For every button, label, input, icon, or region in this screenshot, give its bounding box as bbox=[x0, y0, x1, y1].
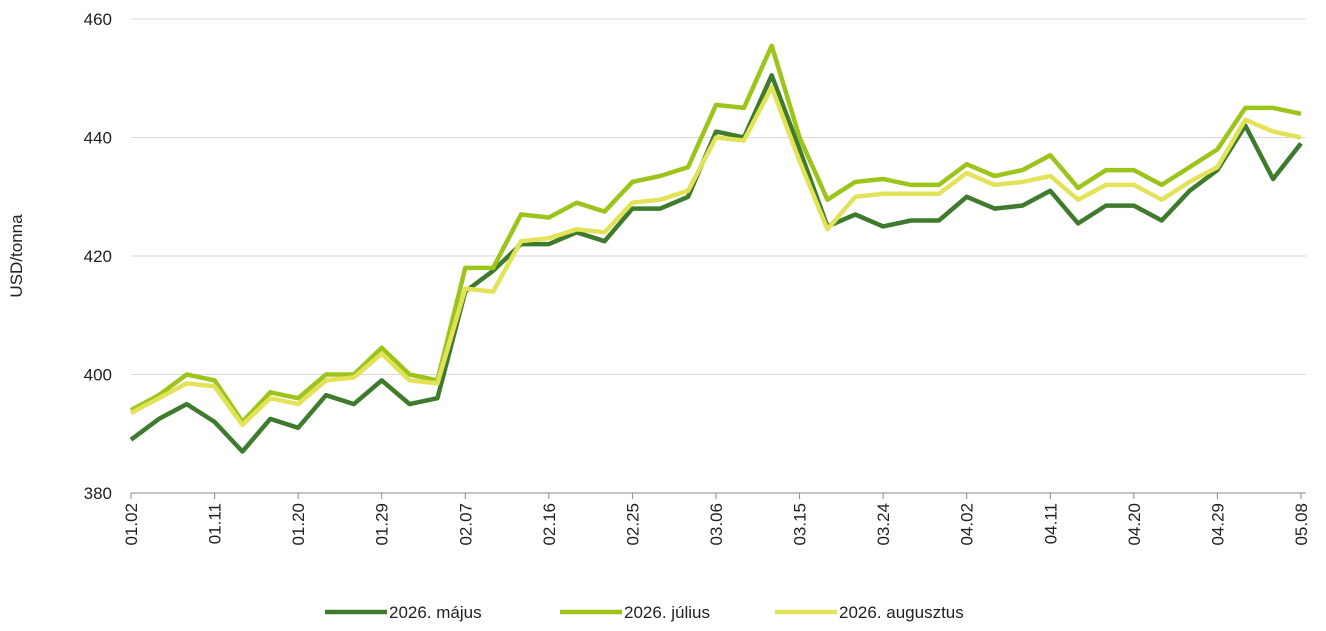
x-tick-label: 04.02 bbox=[958, 503, 977, 546]
y-tick-label: 440 bbox=[84, 129, 112, 148]
series-line bbox=[129, 84, 1302, 428]
x-tick-label: 05.08 bbox=[1292, 503, 1311, 546]
x-tick-label: 03.06 bbox=[707, 503, 726, 546]
series-line bbox=[129, 73, 1303, 454]
x-tick-label: 04.11 bbox=[1041, 503, 1060, 544]
x-tick-label: 01.11 bbox=[206, 503, 225, 544]
x-tick-label: 02.07 bbox=[456, 503, 475, 546]
x-tick-label: 02.16 bbox=[540, 503, 559, 546]
x-tick-label: 04.20 bbox=[1125, 503, 1144, 546]
x-tick-label: 03.15 bbox=[791, 503, 810, 546]
x-tick-label: 01.20 bbox=[289, 503, 308, 546]
x-tick-label: 04.29 bbox=[1208, 503, 1227, 546]
x-tick-label: 03.24 bbox=[874, 503, 893, 546]
x-tick-label: 01.02 bbox=[122, 503, 141, 546]
legend-label: 2026. május bbox=[389, 603, 482, 622]
x-tick-label: 02.25 bbox=[623, 503, 642, 546]
y-tick-label: 420 bbox=[84, 247, 112, 266]
legend-label: 2026. július bbox=[624, 603, 710, 622]
series-line bbox=[129, 43, 1302, 425]
legend-label: 2026. augusztus bbox=[839, 603, 964, 622]
x-tick-label: 01.29 bbox=[373, 503, 392, 546]
y-tick-label: 460 bbox=[84, 10, 112, 29]
y-tick-label: 380 bbox=[84, 484, 112, 503]
y-tick-label: 400 bbox=[84, 366, 112, 385]
y-axis-label: USD/tonna bbox=[7, 214, 26, 298]
